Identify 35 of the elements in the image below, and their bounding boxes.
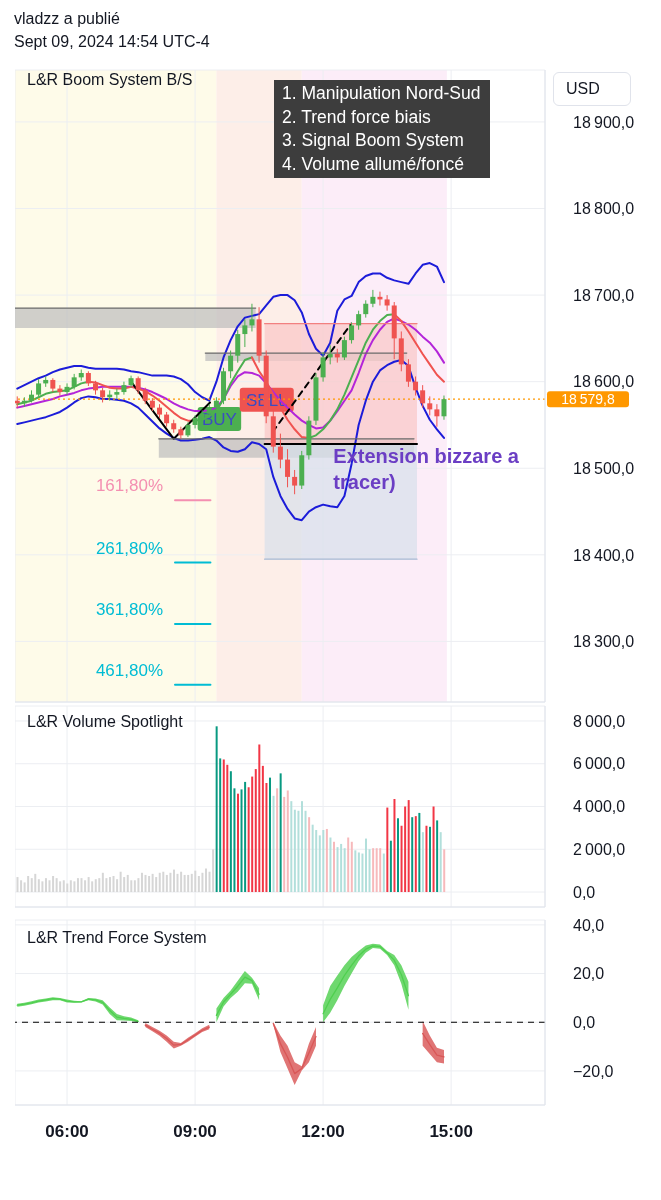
y-tick-label: 18 700,0: [573, 286, 635, 304]
chart-title: vladzz a publié: [14, 10, 120, 28]
y-tick-label: 40,0: [573, 916, 605, 934]
annotation: 2. Trend force biais: [282, 105, 432, 129]
y-tick-label: 18 400,0: [573, 546, 635, 564]
y-tick-label: 0,0: [573, 1013, 596, 1031]
y-tick-label: 20,0: [573, 965, 605, 983]
chart-subtitle: Sept 09, 2024 14:54 UTC-4: [14, 33, 210, 51]
series-label: 161,80%: [95, 476, 164, 496]
annotation: 3. Signal Boom System: [282, 129, 465, 152]
annotation: 1. Manipulation Nord-Sud: [282, 82, 481, 105]
y-tick-label: 18 500,0: [573, 459, 635, 477]
y-axis-title: USD: [553, 72, 631, 106]
series-label: 461,80%: [95, 660, 164, 680]
legend-title: L&R Boom System B/S: [27, 71, 193, 89]
y-tick-label: 18 900,0: [573, 113, 635, 131]
x-tick-label: 15:00: [429, 1122, 473, 1142]
y-tick-label: 18 800,0: [573, 200, 635, 218]
series-label: 361,80%: [95, 600, 164, 620]
legend-title: L&R Trend Force System: [27, 929, 207, 947]
annotation: 4. Volume allumé/foncé: [282, 152, 465, 176]
x-tick-label: 06:00: [45, 1122, 89, 1142]
y-tick-label: 18 300,0: [573, 633, 635, 651]
series-label: 261,80%: [95, 538, 164, 558]
y-tick-label: 6 000,0: [573, 755, 626, 773]
x-tick-label: 09:00: [173, 1122, 217, 1142]
x-tick-label: 12:00: [301, 1122, 345, 1142]
y-tick-label: 4 000,0: [573, 798, 626, 816]
y-tick-label: −20,0: [573, 1062, 614, 1080]
ref-line-label: 18 579,8: [561, 391, 615, 408]
y-tick-label: 18 600,0: [573, 373, 635, 391]
y-tick-label: 2 000,0: [573, 840, 626, 858]
legend-title: L&R Volume Spotlight: [27, 713, 183, 731]
y-tick-label: 8 000,0: [573, 712, 626, 730]
y-tick-label: 0,0: [573, 883, 596, 901]
